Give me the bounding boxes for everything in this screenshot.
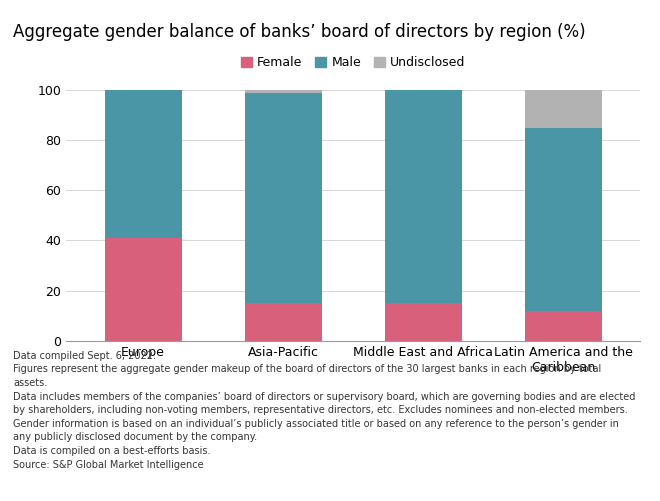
Bar [525, 311, 602, 341]
Bar [525, 128, 602, 311]
Legend: Female, Male, Undisclosed: Female, Male, Undisclosed [236, 51, 470, 74]
Bar [245, 303, 321, 341]
Text: Data compiled Sept. 6, 2022.
Figures represent the aggregate gender makeup of th: Data compiled Sept. 6, 2022. Figures rep… [13, 351, 636, 469]
Bar [104, 238, 182, 341]
Bar [385, 90, 461, 303]
Bar [525, 90, 602, 128]
Bar [385, 303, 461, 341]
Bar [245, 93, 321, 303]
Bar [245, 90, 321, 93]
Bar [104, 90, 182, 238]
Text: Aggregate gender balance of banks’ board of directors by region (%): Aggregate gender balance of banks’ board… [13, 23, 586, 41]
